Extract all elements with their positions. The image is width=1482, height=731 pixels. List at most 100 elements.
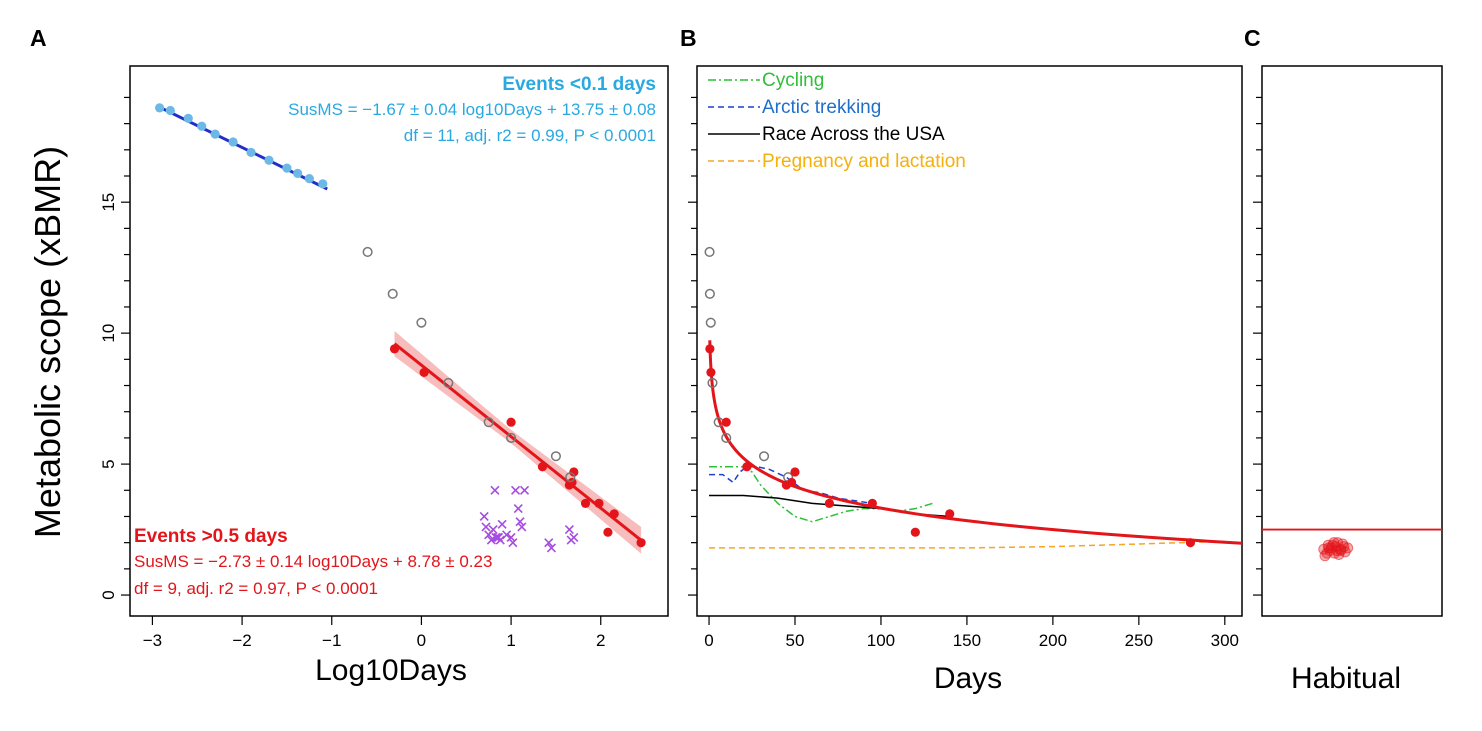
- short-events-title: Events <0.1 days: [502, 74, 656, 95]
- panel-a-point: [362, 246, 373, 258]
- panel-b-x-tick-label: 0: [704, 631, 713, 650]
- panel-b-point: [867, 498, 877, 508]
- y-axis-label: Metabolic scope (xBMR): [27, 146, 68, 538]
- panel-a-y-tick-label: 10: [99, 324, 118, 343]
- panel-a-point: [569, 532, 579, 542]
- panel-b-x-tick-label: 300: [1211, 631, 1239, 650]
- series-line-arctic-trekking: [709, 465, 873, 505]
- panel-a-point: [264, 155, 274, 165]
- panel-a-x-label: Log10Days: [315, 654, 467, 687]
- panel-a-point: [580, 498, 591, 508]
- long-events-stats: df = 9, adj. r2 = 0.97, P < 0.0001: [134, 579, 378, 598]
- panel-a-point: [519, 485, 530, 495]
- panel-b-point: [707, 377, 718, 388]
- panel-a-point: [609, 509, 619, 519]
- panel-a-point: [506, 432, 517, 443]
- panel-b-frame: [696, 65, 1243, 617]
- panel-b-x-tick-label: 150: [953, 631, 981, 650]
- panel-a-point: [550, 451, 561, 462]
- panel-b-plot: 0 50 100 150 200 250 300 Cycling Arctic trekking…: [688, 70, 1243, 650]
- panel-a-point: [246, 147, 256, 158]
- panel-b-point: [705, 317, 716, 328]
- panel-a-x-tick-label: 2: [596, 631, 605, 650]
- panel-b-x-tick-label: 250: [1125, 631, 1153, 650]
- long-events-title: Events >0.5 days: [134, 526, 288, 547]
- panel-a-point: [569, 467, 579, 477]
- panel-b-point: [945, 509, 955, 519]
- panel-b-point: [790, 467, 800, 477]
- panel-b-point: [742, 462, 752, 472]
- panel-a-point: [183, 113, 193, 123]
- legend-label: Cycling: [762, 70, 824, 91]
- long-events-fit-line: [393, 342, 643, 542]
- panel-a-point: [502, 530, 512, 540]
- habitual-point: [1331, 545, 1343, 557]
- panel-a-point: [511, 485, 521, 495]
- panel-b-point: [786, 477, 797, 488]
- panel-b-x-label: Days: [934, 662, 1002, 695]
- panel-a-point: [304, 174, 314, 184]
- panel-a-point: [537, 462, 548, 472]
- panel-a-point: [318, 179, 328, 189]
- legend-label: Pregnancy and lactation: [762, 151, 966, 172]
- panel-a-point: [493, 532, 504, 542]
- panel-a-point: [546, 543, 556, 553]
- panel-b-x-tick-label: 50: [786, 631, 805, 650]
- panel-a-point: [513, 504, 523, 514]
- panel-a-point: [488, 525, 498, 535]
- panel-c-frame: [1261, 65, 1443, 617]
- panel-a-x-tick-label: −3: [143, 631, 162, 650]
- panel-a-point: [416, 317, 427, 328]
- panel-a-point: [565, 472, 576, 483]
- panel-a-point: [486, 535, 496, 545]
- panel-b-point: [705, 344, 715, 354]
- legend-label: Race Across the USA: [762, 124, 945, 145]
- panel-a-point: [506, 532, 516, 542]
- panel-b-point: [1185, 538, 1196, 548]
- panel-c-plot: [1253, 96, 1442, 596]
- panel-a-point: [544, 538, 554, 548]
- panel-b-point: [759, 451, 770, 462]
- panel-b-point: [721, 417, 731, 427]
- panel-a-point: [197, 121, 207, 131]
- series-line-pregnancy-and-lactation: [709, 540, 1225, 549]
- panel-a-point: [282, 163, 292, 173]
- panel-a-point: [636, 538, 646, 548]
- panel-a-point: [497, 519, 507, 529]
- panel-a-point: [517, 522, 527, 532]
- panel-letter-b: B: [680, 25, 697, 51]
- panel-a-point: [419, 367, 429, 378]
- panel-a-x-tick-label: 0: [417, 631, 426, 650]
- panel-a-point: [508, 538, 518, 548]
- panel-a-point: [228, 137, 238, 147]
- panel-a-point: [603, 527, 613, 537]
- panel-letter-a: A: [30, 25, 47, 51]
- panel-letter-c: C: [1244, 25, 1261, 51]
- panel-a-y-tick-label: 0: [99, 590, 118, 599]
- panel-a-point: [479, 511, 489, 522]
- panel-a-point: [165, 105, 175, 116]
- panel-a-y-tick-label: 5: [99, 459, 118, 468]
- panel-a-point: [491, 532, 501, 542]
- long-events-equation: SusMS = −2.73 ± 0.14 log10Days + 8.78 ± …: [134, 552, 492, 571]
- panel-c-x-label: Habitual: [1291, 662, 1401, 695]
- panel-a-plot: 0 5 10 15 −3 −2 −1 0 1 2: [99, 96, 646, 650]
- habitual-point: [1323, 542, 1335, 554]
- panel-a-point: [293, 168, 303, 178]
- panel-a-point: [515, 517, 525, 527]
- panel-a-frame: [129, 65, 669, 617]
- panel-a-point: [387, 288, 398, 299]
- panel-a-point: [154, 103, 165, 113]
- panel-a-point: [564, 525, 574, 535]
- panel-b-x-tick-label: 200: [1039, 631, 1067, 650]
- panel-a-point: [567, 477, 577, 488]
- panel-b-point: [704, 246, 715, 258]
- panel-a-point: [443, 377, 454, 388]
- panel-a-point: [481, 522, 491, 532]
- panel-a-x-tick-label: 1: [506, 631, 515, 650]
- panel-a-x-tick-label: −1: [322, 631, 341, 650]
- panel-a-point: [490, 485, 500, 495]
- panel-b-point: [706, 367, 716, 378]
- panel-a-point: [210, 129, 220, 139]
